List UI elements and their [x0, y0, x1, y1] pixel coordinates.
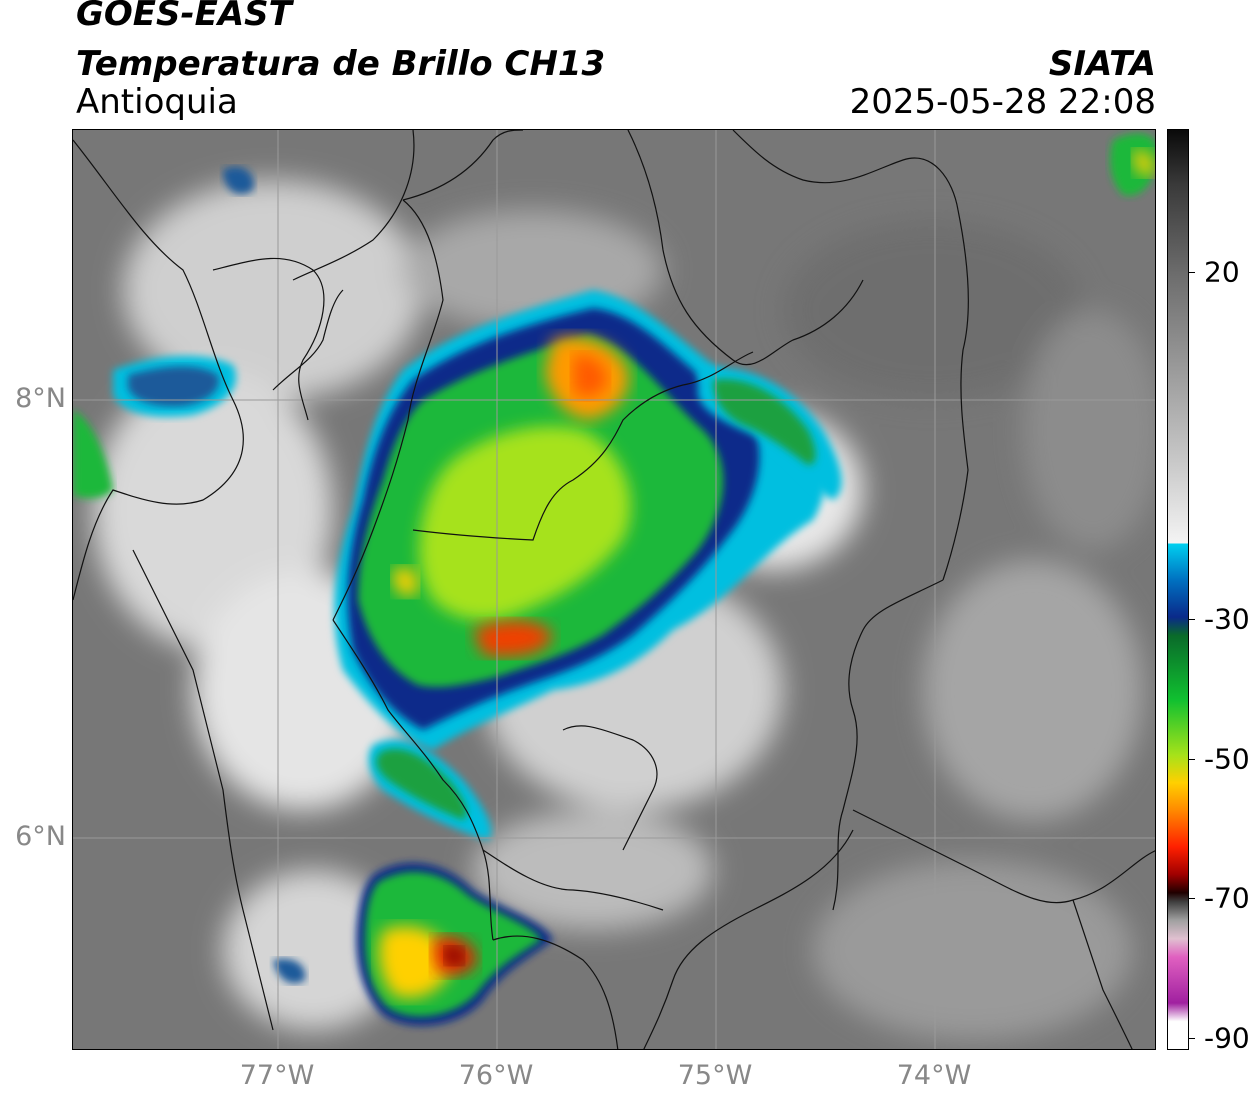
colorbar — [1167, 129, 1189, 1050]
lon-label-76w: 76°W — [458, 1060, 534, 1091]
satellite-map — [72, 129, 1156, 1050]
boundaries — [73, 130, 1155, 1049]
storm-cell-west — [73, 133, 1155, 984]
colorbar-tick — [1189, 898, 1195, 899]
lat-label-6n: 6°N — [15, 821, 66, 852]
lon-label-75w: 75°W — [677, 1060, 753, 1091]
region-label: Antioquia — [76, 82, 238, 122]
storm-cell-south — [356, 863, 553, 1026]
colorbar-tick — [1189, 759, 1195, 760]
organization-label: SIATA — [1048, 44, 1156, 84]
colorbar-label-minus70: -70 — [1204, 881, 1250, 915]
product-title: Temperatura de Brillo CH13 — [76, 44, 606, 84]
storm-cell-southwest — [368, 739, 492, 840]
colorbar-label-minus50: -50 — [1204, 742, 1250, 776]
lon-label-74w: 74°W — [896, 1060, 972, 1091]
storm-cell-main — [334, 290, 825, 750]
graticule — [73, 130, 1155, 1049]
map-image — [73, 130, 1155, 1049]
colorbar-label-20: 20 — [1204, 255, 1240, 289]
lon-label-77w: 77°W — [239, 1060, 315, 1091]
colorbar-label-minus30: -30 — [1204, 602, 1250, 636]
lat-label-8n: 8°N — [15, 383, 66, 414]
satellite-title: GOES-EAST — [76, 0, 292, 34]
colorbar-tick — [1189, 1038, 1195, 1039]
timestamp-label: 2025-05-28 22:08 — [849, 82, 1156, 122]
colorbar-label-minus90: -90 — [1204, 1021, 1250, 1055]
storm-cell-east — [698, 367, 842, 500]
colorbar-tick — [1189, 272, 1195, 273]
colorbar-tick — [1189, 619, 1195, 620]
